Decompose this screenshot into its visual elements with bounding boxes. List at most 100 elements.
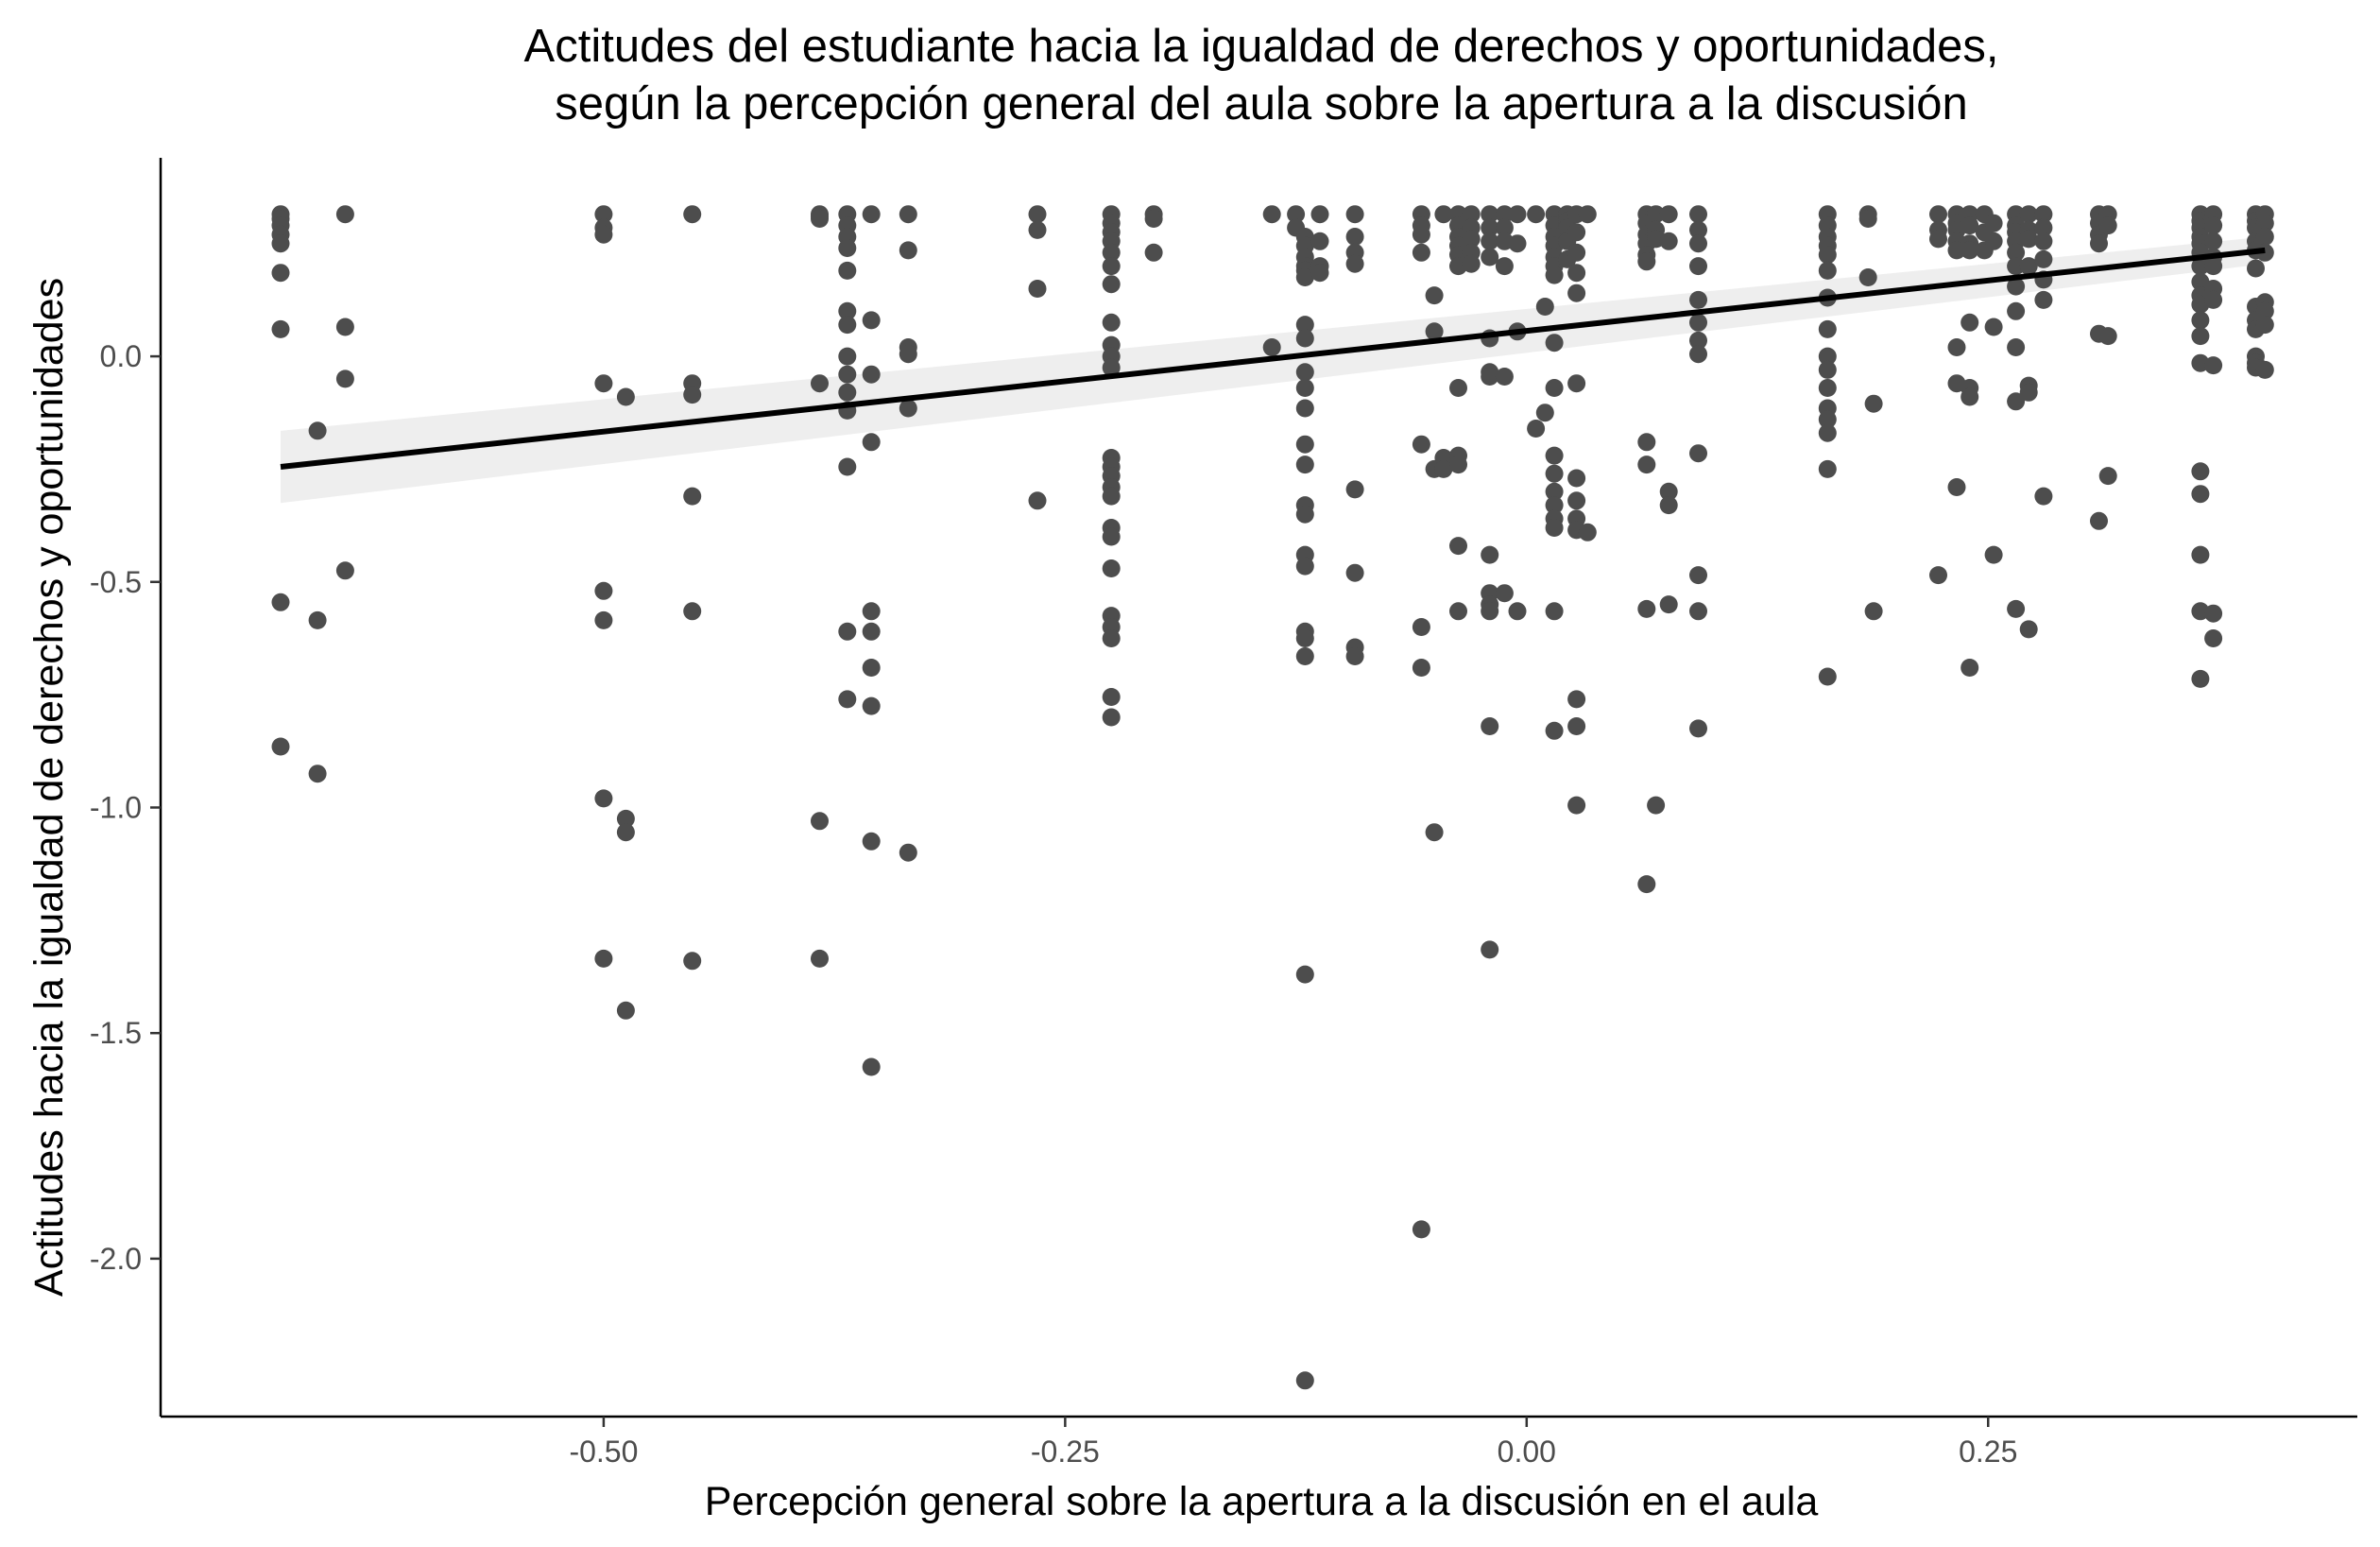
data-point: [1345, 254, 1364, 273]
data-point: [2255, 360, 2274, 379]
data-point: [1637, 599, 1656, 618]
data-point: [838, 316, 857, 335]
data-point: [2204, 604, 2223, 623]
data-point: [1818, 410, 1837, 429]
data-point: [2204, 356, 2223, 375]
data-point: [2034, 232, 2053, 250]
data-point: [1295, 505, 1314, 524]
data-point: [2034, 218, 2053, 237]
data-point: [683, 205, 702, 224]
data-point: [2255, 228, 2274, 246]
data-point: [2255, 214, 2274, 232]
data-point: [899, 345, 917, 364]
data-point: [838, 622, 857, 641]
data-point: [1310, 205, 1329, 224]
x-tick-label: 0.25: [1959, 1435, 2017, 1469]
data-point: [1102, 688, 1121, 706]
data-point: [1961, 659, 1979, 677]
data-point: [1818, 246, 1837, 265]
data-point: [1659, 496, 1678, 515]
data-point: [1647, 205, 1666, 224]
data-point: [1545, 446, 1564, 465]
data-point: [1689, 234, 1707, 253]
data-point: [1102, 527, 1121, 546]
data-point: [1545, 334, 1564, 352]
data-point: [616, 823, 635, 842]
data-point: [862, 433, 881, 452]
y-tick-label: -1.5: [90, 1016, 142, 1050]
data-point: [1495, 368, 1514, 386]
data-point: [1637, 875, 1656, 894]
data-point: [594, 225, 613, 244]
data-point: [1647, 796, 1666, 815]
data-point: [2019, 383, 2038, 402]
data-point: [1295, 379, 1314, 397]
data-point: [1929, 230, 1947, 249]
data-point: [1545, 602, 1564, 621]
data-point: [1345, 647, 1364, 665]
data-points-layer: [271, 205, 2274, 1390]
data-point: [1545, 721, 1564, 740]
data-point: [271, 234, 290, 253]
data-point: [1818, 379, 1837, 397]
data-point: [1578, 523, 1597, 541]
data-point: [1449, 456, 1467, 474]
data-point: [1481, 205, 1499, 224]
data-point: [2191, 462, 2210, 481]
data-point: [1961, 313, 1979, 332]
data-point: [2007, 338, 2026, 356]
data-point: [1689, 290, 1707, 309]
data-point: [2090, 234, 2108, 253]
data-point: [1412, 225, 1430, 244]
data-point: [1818, 360, 1837, 379]
data-point: [2191, 545, 2210, 564]
data-point: [1449, 537, 1467, 556]
data-point: [1481, 368, 1499, 386]
data-point: [1028, 280, 1047, 298]
data-point: [1144, 210, 1163, 228]
data-point: [2034, 249, 2053, 268]
data-point: [1545, 519, 1564, 537]
data-point: [2007, 257, 2026, 276]
data-point: [862, 365, 881, 384]
data-point: [2034, 205, 2053, 224]
data-point: [2007, 392, 2026, 411]
data-point: [271, 319, 290, 338]
data-point: [1818, 423, 1837, 442]
data-point: [2191, 485, 2210, 504]
data-point: [683, 386, 702, 404]
data-point: [335, 370, 354, 388]
data-point: [838, 261, 857, 280]
data-point: [2034, 487, 2053, 506]
data-point: [899, 399, 917, 418]
data-point: [2019, 230, 2038, 249]
data-point: [2019, 205, 2038, 224]
data-point: [838, 690, 857, 709]
data-point: [1481, 218, 1499, 237]
data-point: [1481, 232, 1499, 250]
data-point: [1689, 205, 1707, 224]
data-point: [838, 383, 857, 402]
data-point: [1984, 214, 2003, 232]
data-point: [1947, 478, 1966, 496]
data-point: [1818, 319, 1837, 338]
data-point: [2007, 301, 2026, 320]
data-point: [1434, 205, 1453, 224]
data-point: [1434, 459, 1453, 478]
data-point: [594, 581, 613, 600]
data-point: [1481, 940, 1499, 959]
data-point: [1689, 345, 1707, 364]
data-point: [1689, 719, 1707, 738]
data-point: [1864, 394, 1883, 413]
data-point: [2098, 327, 2117, 346]
data-point: [2007, 277, 2026, 296]
x-tick-label: 0.00: [1498, 1435, 1556, 1469]
data-point: [1689, 220, 1707, 239]
data-point: [2204, 216, 2223, 235]
chart-title-line-2: según la percepción general del aula sob…: [555, 78, 1967, 129]
data-point: [1102, 708, 1121, 727]
data-point: [1659, 482, 1678, 501]
data-point: [1818, 459, 1837, 478]
data-point: [2098, 216, 2117, 235]
data-point: [2019, 620, 2038, 639]
